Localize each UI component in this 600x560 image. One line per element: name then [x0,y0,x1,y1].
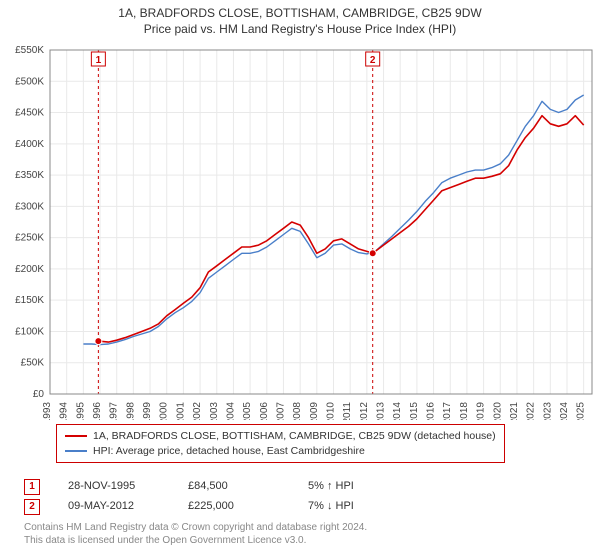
svg-text:2012: 2012 [359,402,370,420]
svg-text:2001: 2001 [175,402,186,420]
svg-text:£550K: £550K [15,45,44,56]
svg-text:2: 2 [370,55,376,66]
chart-title: 1A, BRADFORDS CLOSE, BOTTISHAM, CAMBRIDG… [0,0,600,36]
svg-text:2002: 2002 [192,402,203,420]
sale-row: 1 28-NOV-1995 £84,500 5% ↑ HPI [24,477,576,497]
svg-text:1: 1 [96,55,102,66]
sale-marker-icon: 2 [24,499,40,515]
svg-text:2020: 2020 [492,402,503,420]
svg-text:£350K: £350K [15,170,44,181]
legend-swatch-icon [65,435,87,437]
svg-text:1993: 1993 [42,402,53,420]
legend-label: 1A, BRADFORDS CLOSE, BOTTISHAM, CAMBRIDG… [93,429,496,444]
sale-price: £84,500 [188,477,280,497]
svg-text:2000: 2000 [159,402,170,420]
svg-text:2017: 2017 [442,402,453,420]
svg-text:1999: 1999 [142,402,153,420]
svg-text:2007: 2007 [275,402,286,420]
svg-text:1994: 1994 [59,402,70,420]
sale-date: 09-MAY-2012 [68,497,160,517]
svg-text:2024: 2024 [559,402,570,420]
license-line2: This data is licensed under the Open Gov… [24,534,576,547]
svg-text:1997: 1997 [109,402,120,420]
license-line1: Contains HM Land Registry data © Crown c… [24,521,576,534]
svg-text:£500K: £500K [15,76,44,87]
svg-text:£150K: £150K [15,295,44,306]
svg-text:£200K: £200K [15,264,44,275]
legend-item: HPI: Average price, detached house, East… [65,444,496,459]
title-subtitle: Price paid vs. HM Land Registry's House … [0,22,600,36]
svg-text:2003: 2003 [209,402,220,420]
svg-text:1996: 1996 [92,402,103,420]
svg-text:2004: 2004 [225,402,236,420]
sale-date: 28-NOV-1995 [68,477,160,497]
sales-table: 1 28-NOV-1995 £84,500 5% ↑ HPI 2 09-MAY-… [24,477,576,517]
svg-text:2021: 2021 [509,402,520,420]
svg-text:2009: 2009 [309,402,320,420]
svg-text:2005: 2005 [242,402,253,420]
line-chart: £0 £50K £100K £150K £200K £250K £300K £350K £400… [0,40,600,420]
sale-row: 2 09-MAY-2012 £225,000 7% ↓ HPI [24,497,576,517]
svg-text:2019: 2019 [476,402,487,420]
svg-text:2010: 2010 [326,402,337,420]
svg-text:2023: 2023 [542,402,553,420]
svg-text:1995: 1995 [75,402,86,420]
svg-text:2015: 2015 [409,402,420,420]
svg-text:2014: 2014 [392,402,403,420]
svg-text:1998: 1998 [125,402,136,420]
chart-area: £0 £50K £100K £150K £200K £250K £300K £350K £400… [0,40,600,471]
svg-text:2008: 2008 [292,402,303,420]
sale-price: £225,000 [188,497,280,517]
svg-text:2018: 2018 [459,402,470,420]
svg-text:2013: 2013 [376,402,387,420]
svg-text:£450K: £450K [15,108,44,119]
title-address: 1A, BRADFORDS CLOSE, BOTTISHAM, CAMBRIDG… [0,6,600,20]
svg-text:£250K: £250K [15,233,44,244]
svg-text:2006: 2006 [259,402,270,420]
license-text: Contains HM Land Registry data © Crown c… [24,521,576,547]
sale-delta: 7% ↓ HPI [308,497,400,517]
legend-swatch-icon [65,450,87,452]
legend-item: 1A, BRADFORDS CLOSE, BOTTISHAM, CAMBRIDG… [65,429,496,444]
svg-text:£50K: £50K [21,358,45,369]
svg-text:£0: £0 [33,389,45,400]
chart-legend: 1A, BRADFORDS CLOSE, BOTTISHAM, CAMBRIDG… [56,424,505,463]
svg-text:£300K: £300K [15,201,44,212]
svg-text:£100K: £100K [15,326,44,337]
svg-text:£400K: £400K [15,139,44,150]
svg-text:2022: 2022 [526,402,537,420]
svg-text:2025: 2025 [576,402,587,420]
sale-delta: 5% ↑ HPI [308,477,400,497]
svg-text:2011: 2011 [342,402,353,420]
legend-label: HPI: Average price, detached house, East… [93,444,365,459]
sale-marker-icon: 1 [24,479,40,495]
svg-text:2016: 2016 [426,402,437,420]
